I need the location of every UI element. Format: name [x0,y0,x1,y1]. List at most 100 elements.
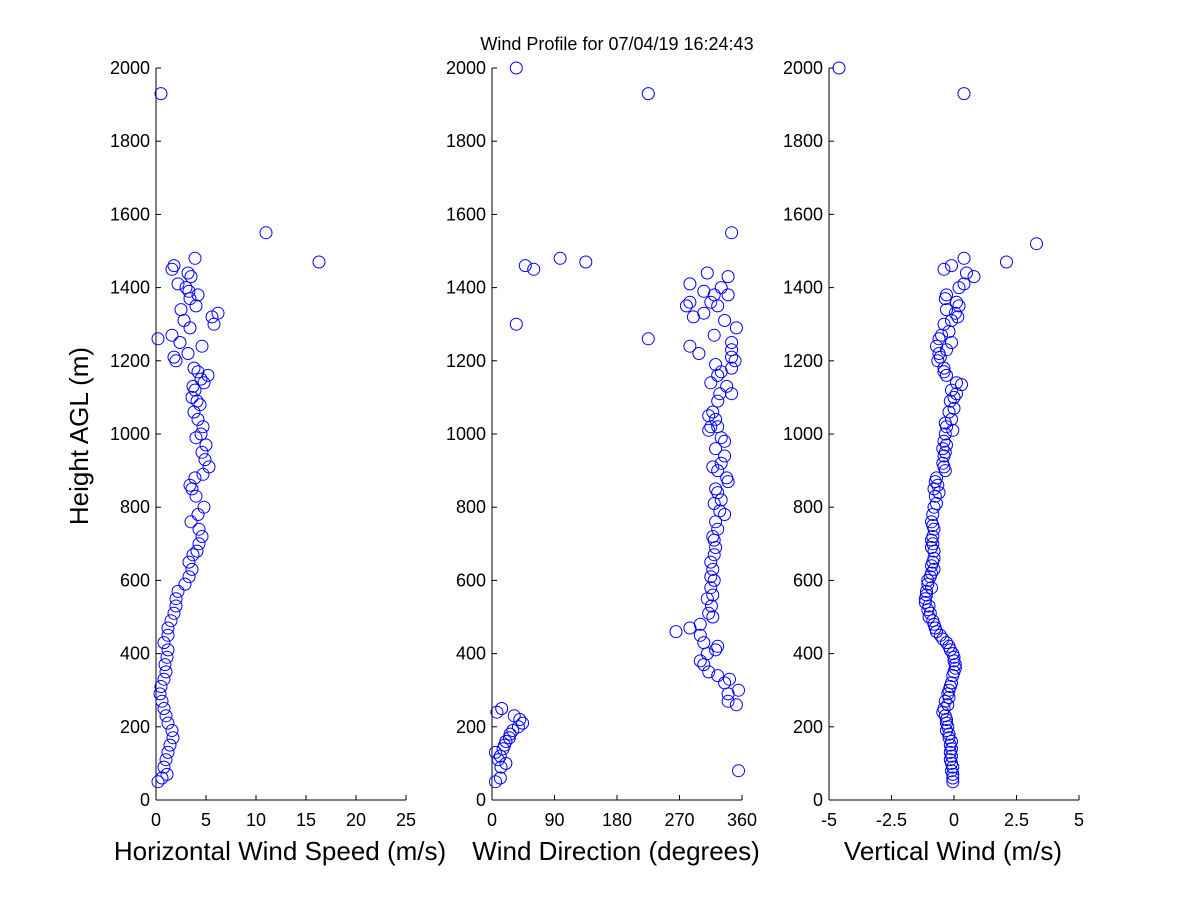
data-point-vertical [921,573,935,587]
data-point-direction [718,314,732,327]
data-point-vertical [957,87,971,101]
y-tick-label-vertical: 400 [793,644,823,664]
y-tick-label-speed: 1000 [110,424,150,444]
data-point-speed [187,361,201,375]
data-point-vertical [938,464,952,478]
data-point-speed [164,614,178,628]
y-tick-label-speed: 600 [120,570,150,590]
x-axis-label-wind-speed: Horizontal Wind Speed (m/s) [114,836,446,866]
data-point-vertical [938,427,952,441]
data-point-vertical [950,295,963,309]
y-tick-label-speed: 200 [120,717,150,737]
data-point-speed [157,636,171,650]
data-point-speed [193,398,207,412]
data-point-speed [182,570,196,584]
data-point-speed [187,405,201,419]
data-point-direction [714,456,728,470]
data-point-vertical [927,522,941,536]
data-point-vertical [936,632,950,646]
data-point-speed [195,530,209,543]
data-point-speed [259,226,273,240]
data-point-direction [493,771,507,785]
data-point-direction [495,702,509,715]
data-point-speed [166,731,180,745]
data-point-direction [702,409,716,423]
data-point-vertical [937,262,951,276]
y-tick-label-direction: 1200 [446,351,486,371]
panel-wind-direction: Wind Direction (degrees) 0 200 400 600 800 10… [446,58,760,866]
data-point-direction [707,288,721,302]
data-point-direction [711,299,725,313]
data-point-speed [194,372,208,386]
data-point-vertical [947,390,961,404]
data-point-speed [198,453,212,467]
data-point-direction [704,295,718,309]
x-tick-label-direction: 90 [544,810,564,830]
data-point-direction [527,262,541,276]
data-point-speed [199,438,213,452]
data-point-direction [721,270,735,284]
data-point-vertical [960,266,973,280]
data-point-vertical [946,771,960,785]
data-point-direction [704,570,718,584]
data-point-direction [713,387,727,401]
y-axis-label: Height AGL (m) [64,347,94,525]
data-point-direction [693,628,707,642]
x-tick-label-speed: 10 [246,810,266,830]
x-tick-label-vertical: -5 [821,810,837,830]
data-point-direction [718,449,732,463]
x-tick-label-speed: 0 [151,810,161,830]
data-point-speed [312,255,326,269]
data-point-speed [159,753,173,767]
data-point-vertical [932,486,946,500]
data-point-vertical [921,577,935,591]
data-point-direction [692,347,706,360]
y-tick-label-direction: 600 [456,570,486,590]
y-tick-label-speed: 1600 [110,204,150,224]
data-point-speed [207,317,221,331]
data-point-speed [191,365,205,379]
data-point-direction [714,281,728,295]
data-point-direction [711,669,725,683]
data-point-direction [491,753,505,767]
data-point-speed [167,259,181,273]
data-point-direction [706,562,720,576]
x-tick-label-direction: 270 [664,810,694,830]
data-point-speed [153,687,167,701]
data-point-vertical [937,361,951,375]
x-tick-label-vertical: 0 [949,810,959,830]
y-tick-label-direction: 1000 [446,424,486,444]
x-axis-label-vertical-wind: Vertical Wind (m/s) [844,836,1062,866]
data-point-direction [513,713,527,726]
data-point-vertical [951,310,965,324]
data-point-vertical [940,303,953,317]
y-tick-label-vertical: 0 [813,790,823,810]
data-point-speed [157,672,171,686]
data-point-vertical [945,734,958,748]
data-point-speed [161,628,175,642]
data-point-vertical [946,767,960,781]
data-point-vertical [940,368,953,382]
data-point-direction [714,493,728,507]
data-point-speed [196,467,210,481]
data-point-speed [165,328,179,342]
data-point-speed [151,775,165,789]
data-point-speed [155,694,169,708]
data-point-vertical [832,61,846,75]
y-tick-label-direction: 1400 [446,278,486,298]
data-point-speed [169,592,183,606]
data-point-vertical [927,500,941,514]
data-point-speed [154,680,168,693]
data-point-vertical [926,508,940,521]
data-point-direction [711,464,725,478]
data-point-speed [189,431,203,445]
data-point-speed [192,522,206,536]
data-point-speed [188,383,202,397]
data-point-direction [707,533,721,547]
data-point-vertical [947,665,961,679]
data-point-speed [190,544,204,558]
x-tick-label-speed: 5 [201,810,211,830]
data-point-direction [711,394,725,408]
data-point-speed [202,460,216,474]
data-point-speed [189,299,203,313]
